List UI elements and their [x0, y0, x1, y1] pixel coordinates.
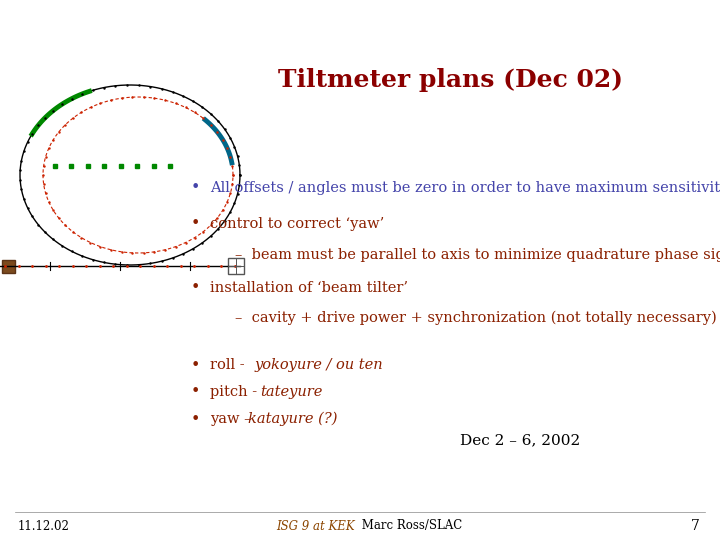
- Text: yokoyure / ou ten: yokoyure / ou ten: [254, 358, 383, 372]
- Text: –  cavity + drive power + synchronization (not totally necessary): – cavity + drive power + synchronization…: [235, 311, 716, 325]
- Text: •: •: [190, 356, 199, 374]
- Text: Marc Ross/SLAC: Marc Ross/SLAC: [358, 519, 462, 532]
- Text: 7: 7: [691, 519, 700, 533]
- Text: ISG 9 at KEK: ISG 9 at KEK: [276, 519, 355, 532]
- Text: Tiltmeter plans (Dec 02): Tiltmeter plans (Dec 02): [277, 68, 623, 92]
- Bar: [228, 258, 244, 274]
- Text: pitch -: pitch -: [210, 385, 262, 399]
- Text: •: •: [190, 410, 199, 428]
- Text: yaw –: yaw –: [210, 412, 256, 426]
- Bar: [2, 260, 15, 273]
- Text: installation of ‘beam tilter’: installation of ‘beam tilter’: [210, 281, 408, 295]
- Text: tateyure: tateyure: [261, 385, 323, 399]
- Text: –  beam must be parallel to axis to minimize quadrature phase signal: – beam must be parallel to axis to minim…: [235, 248, 720, 262]
- Text: •: •: [190, 383, 199, 401]
- Text: •: •: [190, 215, 199, 233]
- Text: katayure (?): katayure (?): [248, 412, 337, 426]
- Text: 11.12.02: 11.12.02: [18, 519, 70, 532]
- Text: All offsets / angles must be zero in order to have maximum sensitivity: All offsets / angles must be zero in ord…: [210, 181, 720, 195]
- Text: control to correct ‘yaw’: control to correct ‘yaw’: [210, 217, 384, 231]
- Text: Dec 2 – 6, 2002: Dec 2 – 6, 2002: [460, 433, 580, 447]
- Text: •: •: [190, 280, 199, 296]
- Text: •: •: [190, 179, 199, 197]
- Text: roll -: roll -: [210, 358, 249, 372]
